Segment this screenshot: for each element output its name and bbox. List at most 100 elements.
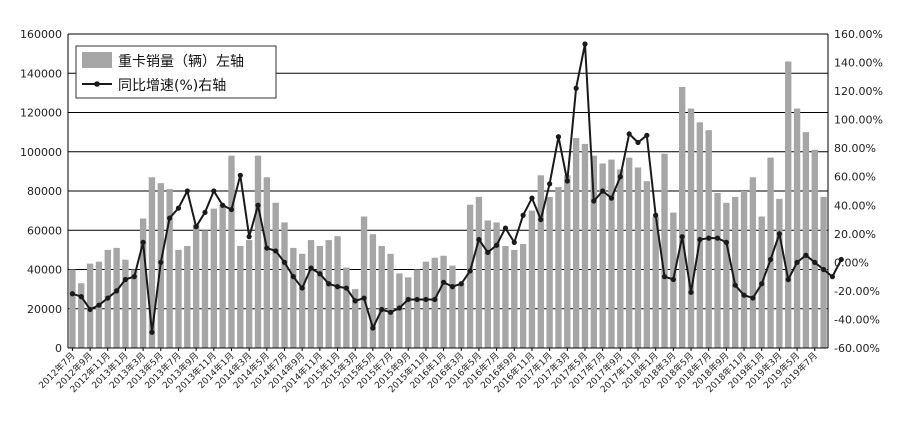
line-point: [290, 274, 296, 280]
line-point: [582, 41, 588, 47]
bar: [122, 259, 129, 348]
line-point: [706, 235, 712, 241]
bar: [210, 208, 217, 348]
bar: [519, 243, 527, 348]
bar: [113, 247, 120, 348]
line-point: [396, 305, 402, 311]
line-point: [202, 209, 208, 216]
bar: [599, 163, 606, 348]
line-point: [794, 259, 800, 265]
bar: [343, 267, 350, 348]
bar: [245, 240, 253, 348]
right-tick-label: 0.00%: [834, 256, 869, 269]
bar: [581, 143, 589, 348]
bar-series: [69, 61, 827, 349]
left-axis-ticks: 0 20000 40000 60000 80000 100000 120000 140000 1…: [20, 28, 62, 355]
right-tick-label: 20.00%: [834, 228, 876, 241]
line-point: [175, 205, 182, 211]
line-point: [741, 292, 747, 298]
bar: [175, 249, 182, 348]
bar: [325, 240, 332, 348]
bar: [785, 61, 792, 348]
line-point: [573, 85, 579, 91]
line-point: [343, 285, 349, 291]
line-point: [635, 139, 641, 146]
line-point: [591, 198, 597, 204]
line-point: [352, 298, 358, 304]
bar: [661, 153, 668, 348]
line-point: [69, 291, 76, 297]
right-tick-label: 140.00%: [834, 57, 883, 70]
bar: [617, 169, 624, 348]
bar: [86, 263, 94, 348]
right-tick-label: 40.00%: [834, 199, 876, 212]
line-point: [608, 195, 615, 201]
line-point: [220, 202, 226, 208]
bar: [528, 210, 536, 348]
line-point: [96, 302, 102, 308]
bar: [166, 189, 173, 348]
left-tick-label: 20000: [27, 303, 62, 316]
line-point: [547, 181, 553, 187]
line-point: [387, 309, 394, 315]
line-point: [264, 245, 270, 251]
line-point: [467, 268, 473, 274]
line-point: [564, 178, 570, 184]
right-tick-label: 60.00%: [834, 171, 876, 184]
line-point: [149, 329, 155, 335]
bar: [422, 261, 430, 348]
bar: [458, 283, 465, 348]
left-tick-label: 80000: [27, 185, 62, 198]
line-point: [785, 276, 791, 283]
legend-bar-swatch: [82, 52, 112, 68]
right-axis-ticks: -60.00% -40.00% -20.00% 0.00% 20.00% 40.00% 60…: [834, 28, 883, 355]
line-point: [838, 256, 844, 263]
bar: [493, 222, 500, 348]
line-point: [140, 239, 146, 245]
bar: [820, 196, 827, 348]
left-tick-label: 160000: [20, 28, 62, 41]
line-point: [105, 295, 111, 301]
line-point: [494, 242, 500, 248]
bar: [228, 155, 235, 348]
line-point: [273, 248, 279, 254]
bar: [219, 204, 226, 348]
line-point: [759, 281, 765, 287]
bar: [440, 255, 447, 348]
line-point: [281, 259, 288, 265]
line-point: [661, 274, 668, 280]
line-point: [449, 284, 456, 290]
bar: [131, 269, 138, 348]
right-tick-label: -20.00%: [834, 285, 880, 298]
line-point: [750, 295, 756, 301]
line-point: [114, 288, 120, 294]
line-point: [653, 212, 659, 218]
bar: [679, 86, 686, 349]
left-tick-label: 60000: [27, 224, 62, 237]
bar: [740, 191, 748, 348]
bar: [290, 247, 297, 348]
left-tick-label: 140000: [20, 67, 62, 80]
line-point: [670, 276, 676, 283]
line-point: [520, 212, 526, 218]
line-point: [723, 239, 729, 245]
right-tick-label: -40.00%: [834, 313, 880, 326]
bar: [802, 132, 810, 348]
line-point: [211, 188, 217, 194]
bar: [546, 196, 553, 348]
bar: [78, 283, 85, 348]
line-point: [820, 266, 827, 273]
line-point: [255, 202, 261, 208]
line-point: [776, 231, 782, 237]
line-point: [167, 215, 173, 221]
line-point: [644, 132, 650, 138]
line-point: [432, 296, 438, 303]
line-point: [697, 236, 703, 243]
bar: [69, 269, 76, 348]
line-point: [184, 188, 190, 194]
bar: [263, 177, 271, 348]
line-point: [87, 306, 93, 313]
bar: [272, 202, 279, 348]
bar: [148, 177, 156, 348]
